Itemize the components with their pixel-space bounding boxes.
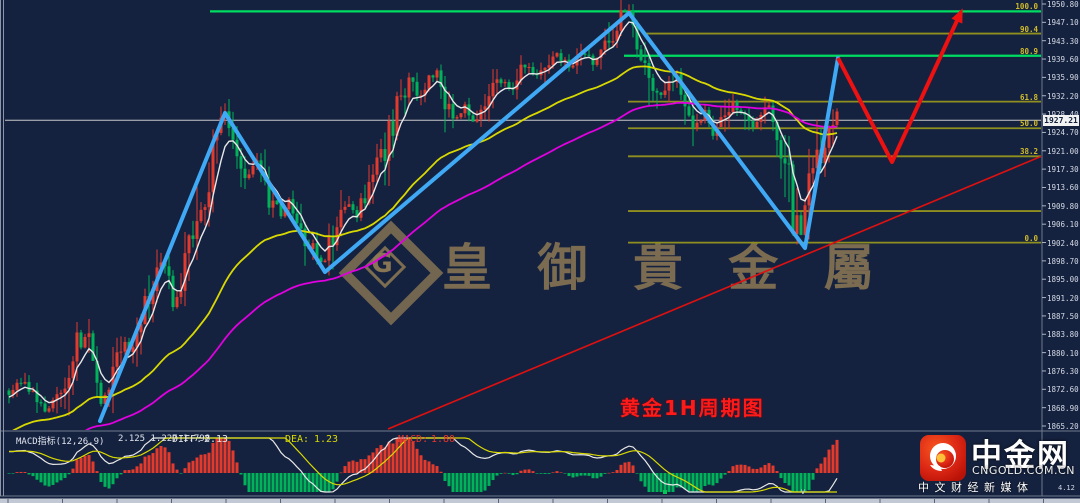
macd-value: 1.80 — [431, 434, 456, 445]
watermark-diamond-logo: G — [338, 220, 444, 326]
projection-arrow — [836, 11, 963, 164]
price-axis-label: 1898.70 — [1047, 256, 1079, 266]
macd-scale-label: 4.12 — [1058, 484, 1075, 492]
fib-label-38.2: 38.2 — [1019, 147, 1038, 157]
price-axis-label: 1950.80 — [1047, 0, 1079, 9]
watermark-logo-letter: G — [371, 249, 393, 279]
price-axis-label: 1872.60 — [1047, 385, 1079, 395]
price-axis-label: 1921.00 — [1047, 146, 1079, 156]
fib-label-80.9: 80.9 — [1019, 46, 1038, 56]
axis-marker-check: ∨ — [800, 487, 806, 496]
price-axis-label: 1887.50 — [1047, 311, 1079, 321]
price-axis-label: 1891.20 — [1047, 293, 1079, 303]
price-axis-label: 1928.40 — [1047, 110, 1080, 119]
price-axis-label: 1939.60 — [1047, 55, 1079, 65]
left-border — [0, 0, 1, 496]
zigzag-pattern — [98, 11, 840, 423]
price-axis[interactable] — [1042, 0, 1080, 496]
dea-value: 1.23 — [314, 434, 339, 445]
price-axis-label: 1924.70 — [1047, 128, 1079, 138]
price-axis-label: 1868.90 — [1047, 403, 1079, 413]
brand-tagline: 中 文 财 经 新 媒 体 — [918, 481, 1029, 494]
fib-label-100.0: 100.0 — [1015, 2, 1038, 12]
macd-label: MACD: — [398, 434, 429, 445]
diff-label: DIFF: — [172, 434, 203, 445]
price-axis-label: 1880.10 — [1047, 348, 1079, 358]
watermark: G 皇 御 貴 金 屬 — [338, 220, 888, 326]
price-axis-label: 1913.60 — [1047, 183, 1079, 193]
current-price-badge: 1927.21 — [1043, 115, 1079, 126]
fib-label-61.8: 61.8 — [1019, 92, 1038, 102]
macd-indicator-label[interactable]: MACD指标(12,26,9) — [16, 437, 105, 447]
macd-pane — [7, 437, 839, 493]
price-axis-label: 1917.30 — [1047, 165, 1079, 175]
price-axis-label: 1895.00 — [1047, 275, 1079, 285]
candles-group — [7, 0, 839, 416]
cngold-logo: 中金网 CNGOLD.COM.CN 中 文 财 经 新 媒 体 — [916, 433, 1080, 499]
cngold-flame-icon — [920, 435, 966, 481]
trendline — [387, 155, 1041, 430]
price-axis-label: 1865.20 — [1047, 422, 1079, 431]
price-axis-label: 1947.10 — [1047, 18, 1079, 28]
brand-name: 中金网 — [971, 438, 1070, 474]
brand-domain: CNGOLD.COM.CN — [972, 464, 1075, 477]
price-axis-label: 1906.10 — [1047, 220, 1079, 230]
price-axis-label: 1876.30 — [1047, 366, 1079, 376]
chart-title-annotation: 黄金1H周期图 — [620, 396, 765, 420]
price-axis-label: 1943.30 — [1047, 36, 1079, 46]
fib-label-0.0: 0.0 — [1024, 233, 1038, 243]
price-axis-label: 1909.80 — [1047, 201, 1079, 211]
price-axis-label: 1935.90 — [1047, 73, 1079, 83]
horizontal-scrollbar[interactable] — [0, 497, 1080, 503]
price-axis-label: 1932.20 — [1047, 91, 1079, 101]
watermark-text: 皇 御 貴 金 屬 — [442, 239, 888, 297]
dea-label: DEA: — [285, 434, 310, 445]
arrowhead — [951, 8, 963, 24]
fib-label-90.4: 90.4 — [1019, 24, 1038, 34]
scrollbar-track — [0, 498, 1080, 503]
macd-param-values: 2.125 1.227 1.798 — [118, 434, 211, 444]
price-axis-label: 1883.80 — [1047, 330, 1079, 340]
diff-value: 2.13 — [204, 434, 229, 445]
axis-marker-dot — [663, 490, 667, 494]
fib-label-50.0: 50.0 — [1019, 119, 1038, 129]
price-axis-label: 1902.40 — [1047, 238, 1079, 248]
